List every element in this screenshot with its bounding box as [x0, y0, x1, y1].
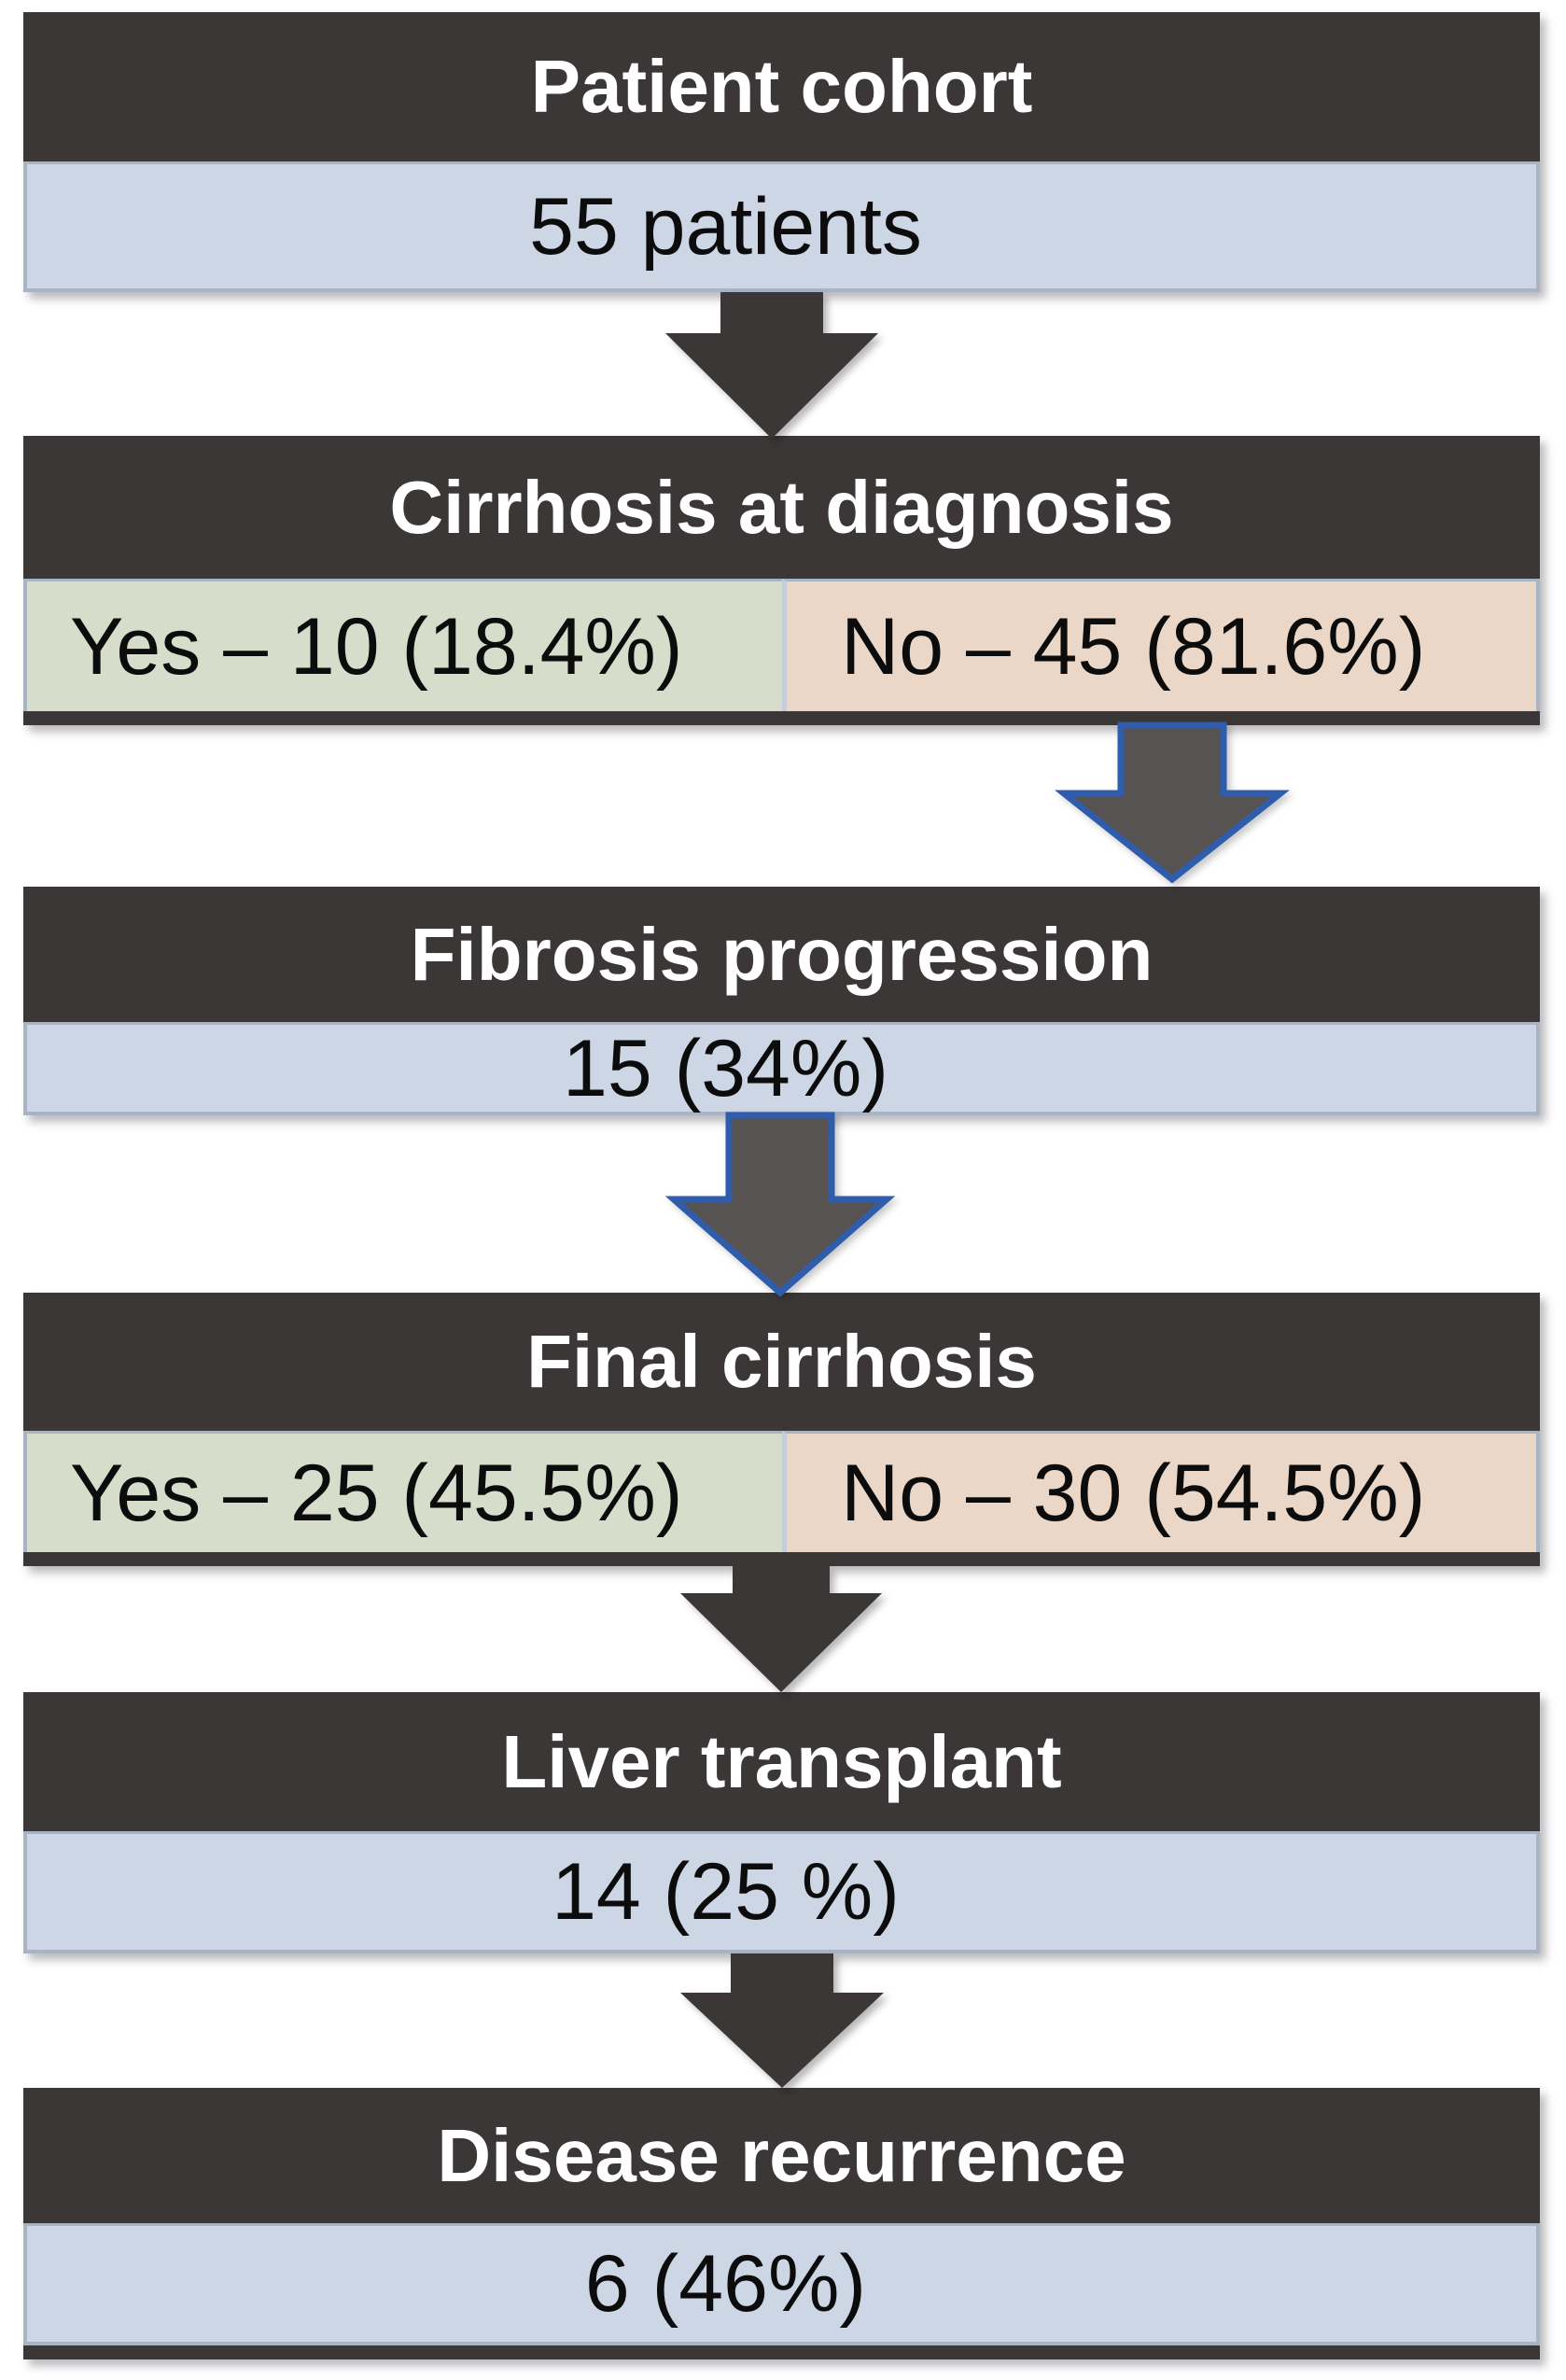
bottom-bar: [23, 711, 1540, 725]
step-title: Fibrosis progression: [23, 887, 1540, 1022]
bottom-bar: [23, 2345, 1540, 2359]
step-box-disease-recurrence: Disease recurrence 6 (46%): [23, 2088, 1540, 2359]
yes-cell: Yes – 25 (45.5%): [23, 1431, 782, 1552]
down-arrow-icon: [1054, 721, 1291, 884]
step-title: Disease recurrence: [23, 2088, 1540, 2223]
step-value: 15 (34%): [23, 1022, 1540, 1115]
down-arrow-icon: [665, 292, 878, 439]
step-box-liver-transplant: Liver transplant 14 (25 %): [23, 1692, 1540, 1953]
step-value: 6 (46%): [23, 2223, 1540, 2345]
step-box-fibrosis-progression: Fibrosis progression 15 (34%): [23, 887, 1540, 1115]
yes-no-row: Yes – 10 (18.4%) No – 45 (81.6%): [23, 579, 1540, 711]
step-value: 55 patients: [23, 161, 1540, 292]
step-title: Final cirrhosis: [23, 1293, 1540, 1431]
step-title: Liver transplant: [23, 1692, 1540, 1831]
down-arrow-icon: [680, 1953, 884, 2088]
yes-cell: Yes – 10 (18.4%): [23, 579, 782, 711]
no-cell: No – 30 (54.5%): [781, 1431, 1540, 1552]
yes-no-row: Yes – 25 (45.5%) No – 30 (54.5%): [23, 1431, 1540, 1552]
step-box-final-cirrhosis: Final cirrhosis Yes – 25 (45.5%) No – 30…: [23, 1293, 1540, 1566]
step-box-cirrhosis-at-diagnosis: Cirrhosis at diagnosis Yes – 10 (18.4%) …: [23, 436, 1540, 725]
down-arrow-icon: [664, 1112, 896, 1297]
step-title: Cirrhosis at diagnosis: [23, 436, 1540, 579]
bottom-bar: [23, 1552, 1540, 1566]
step-box-patient-cohort: Patient cohort 55 patients: [23, 12, 1540, 292]
step-value: 14 (25 %): [23, 1831, 1540, 1953]
down-arrow-icon: [680, 1566, 882, 1692]
step-title: Patient cohort: [23, 12, 1540, 161]
no-cell: No – 45 (81.6%): [781, 579, 1540, 711]
